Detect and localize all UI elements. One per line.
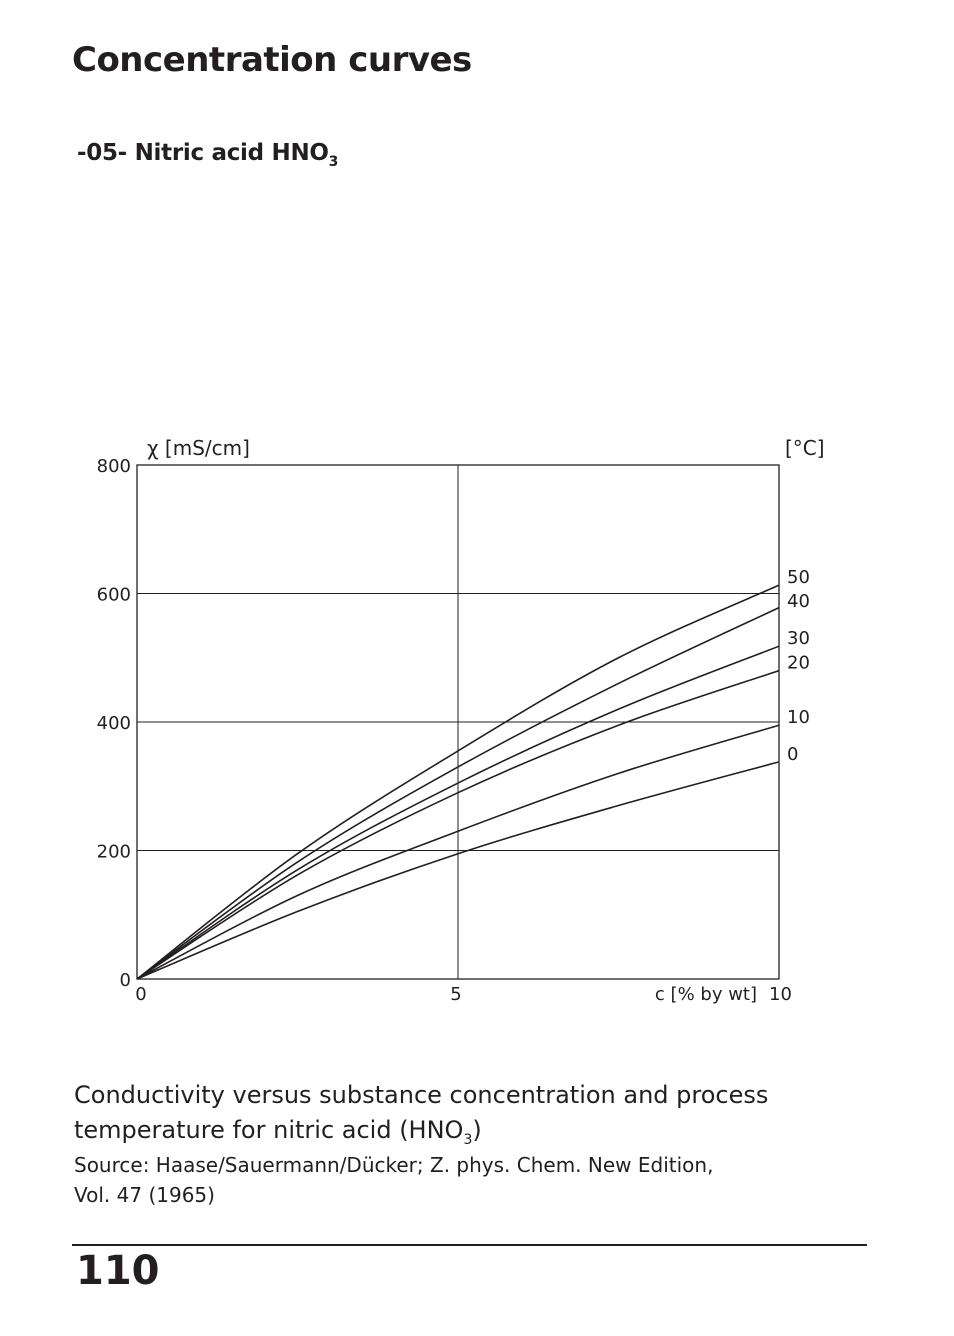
series-line-30 <box>136 645 780 980</box>
x-axis-label: c [% by wt] <box>655 984 757 1005</box>
y-tick-label: 800 <box>97 456 131 477</box>
y-tick-label: 200 <box>97 842 131 863</box>
series-line-40 <box>136 606 780 980</box>
series-line-0 <box>136 761 780 980</box>
series-label-40: 40 <box>787 591 810 612</box>
x-tick-label: 10 <box>769 984 792 1005</box>
series-label-0: 0 <box>787 744 798 765</box>
chart-grid <box>137 465 779 979</box>
y-tick-label: 600 <box>97 585 131 606</box>
series-line-10 <box>136 724 780 980</box>
y-tick-label: 400 <box>97 713 131 734</box>
figure-source: Source: Haase/Sauermann/Dücker; Z. phys.… <box>74 1150 834 1210</box>
series-line-20 <box>136 669 780 980</box>
conductivity-chart: 0 200 400 600 800 0 5 10 50 40 30 20 10 0 χ [mS/cm] [… <box>97 436 825 1005</box>
series-label-50: 50 <box>787 567 810 588</box>
series-label-10: 10 <box>787 707 810 728</box>
source-line-1: Source: Haase/Sauermann/Dücker; Z. phys.… <box>74 1153 714 1177</box>
section-title-subscript: 3 <box>328 154 339 170</box>
x-tick-label: 0 <box>135 984 146 1005</box>
chart-series <box>136 584 780 980</box>
series-label-20: 20 <box>787 653 810 674</box>
series-label-30: 30 <box>787 628 810 649</box>
source-line-2: Vol. 47 (1965) <box>74 1183 215 1207</box>
figure-caption: Conductivity versus substance concentrat… <box>74 1078 834 1158</box>
series-line-50 <box>136 584 780 980</box>
chart-ticks: 0 200 400 600 800 0 5 10 50 40 30 20 10 0 <box>97 456 810 1005</box>
x-tick-label: 5 <box>450 984 461 1005</box>
plot-frame <box>136 464 780 980</box>
section-title-text: -05- Nitric acid HNO <box>77 140 329 166</box>
y-axis-label: χ [mS/cm] <box>147 436 250 460</box>
page-number: 110 <box>76 1248 160 1294</box>
y-tick-label: 0 <box>120 970 131 991</box>
section-title: -05- Nitric acid HNO3 <box>77 140 338 170</box>
caption-end: ) <box>472 1116 482 1144</box>
page-title: Concentration curves <box>72 40 472 80</box>
caption-text: Conductivity versus substance concentrat… <box>74 1081 769 1144</box>
legend-title: [°C] <box>785 436 825 460</box>
caption-subscript: 3 <box>463 1132 473 1148</box>
footer-rule <box>72 1244 867 1246</box>
